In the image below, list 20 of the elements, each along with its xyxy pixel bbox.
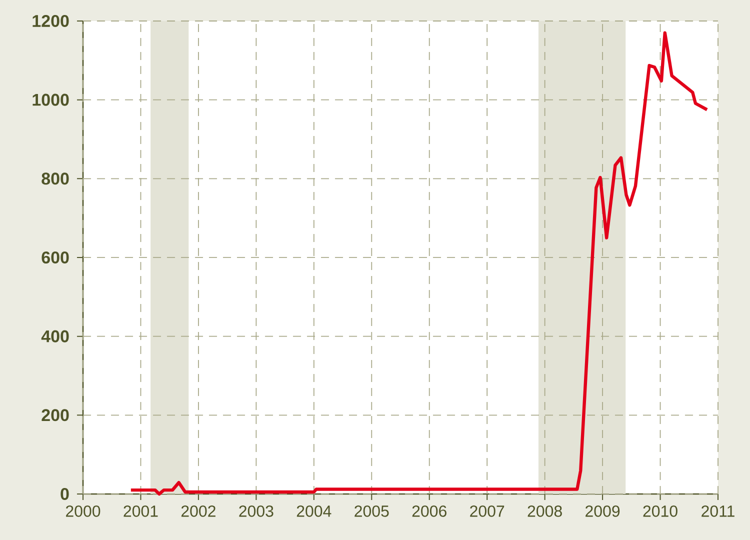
y-tick-label: 1000 bbox=[32, 94, 69, 106]
x-tick-label: 2007 bbox=[470, 506, 504, 517]
x-tick-label: 2006 bbox=[412, 506, 446, 517]
y-tick-label: 400 bbox=[41, 330, 69, 342]
x-tick-label: 2003 bbox=[239, 506, 274, 517]
line-series bbox=[129, 31, 709, 496]
y-tick-label: 0 bbox=[60, 488, 69, 500]
x-tick-label: 2008 bbox=[528, 506, 562, 517]
x-tick-label: 2009 bbox=[586, 506, 620, 517]
x-tick-label: 2002 bbox=[181, 506, 216, 517]
x-tick-label: 2010 bbox=[643, 506, 678, 517]
y-tick-label: 200 bbox=[42, 409, 69, 422]
y-tick-label: 800 bbox=[42, 172, 69, 185]
y-tick-label: 600 bbox=[42, 251, 69, 264]
y-tick-label: 1200 bbox=[32, 14, 69, 28]
x-tick-label: 2011 bbox=[702, 506, 734, 517]
x-tick-label: 2000 bbox=[66, 506, 100, 517]
x-tick-label: 2005 bbox=[354, 506, 389, 517]
x-tick-label: 2004 bbox=[296, 506, 332, 517]
x-tick-label: 2001 bbox=[124, 506, 158, 517]
